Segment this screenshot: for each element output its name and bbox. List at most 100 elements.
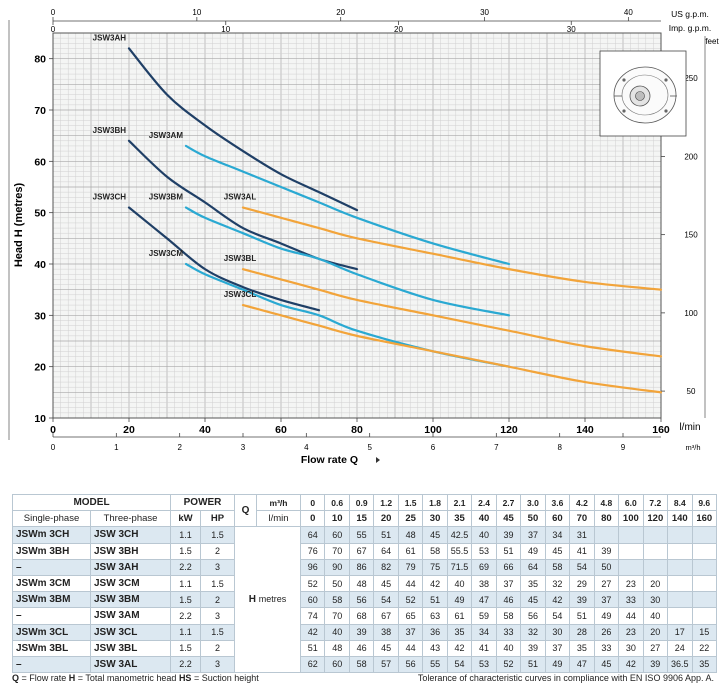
feet-tick-label: 250 [684, 74, 698, 83]
y-axis-metres: 10 20 30 40 50 60 70 80 [8, 20, 53, 440]
curve-jsw3ah [127, 47, 359, 212]
x-tick-label: 160 [652, 424, 670, 436]
us-gpm-axis: 0 10 20 30 40 [51, 8, 633, 21]
y-tick-label: 30 [34, 310, 46, 322]
imp-gpm-tick-label: 0 [51, 25, 56, 34]
pump-impeller-image [599, 50, 687, 137]
us-gpm-tick-label: 40 [624, 8, 633, 17]
table-body: JSWm 3CH JSW 3CH 1.1 1.5 H metres 64 60 55 51 48 4… [12, 526, 717, 674]
imp-gpm-tick-label: 30 [567, 25, 576, 34]
curve-jsw3bm [184, 206, 511, 317]
feet-tick-label: 150 [684, 231, 698, 240]
curve-label: JSW3CM [149, 249, 184, 258]
x-tick-label: 20 [123, 424, 135, 436]
x-axis-arrow-icon [376, 457, 380, 463]
performance-table: MODEL POWER Q m³/h 0 0.6 0.9 1.2 1.5 1.8… [11, 493, 717, 674]
x-axis-lpm: 0 20 40 60 80 100 120 140 160 [50, 418, 670, 436]
m3h-tick-label: 2 [177, 443, 182, 452]
us-gpm-tick-label: 10 [192, 8, 201, 17]
m3h-tick-label: 4 [304, 443, 309, 452]
x-axis-m3h: 0 1 2 3 4 5 6 7 8 9 [51, 433, 626, 452]
feet-tick-label: 50 [687, 387, 696, 396]
pump-performance-chart: 0 10 20 30 40 0 10 20 30 US g.p.m. Imp. g.p.m. … [8, 8, 719, 466]
y-tick-label: 60 [34, 156, 46, 168]
table-row: JSWm 3CH JSW 3CH 1.1 1.5 H metres 64 60 55 51 48 4… [12, 526, 717, 674]
curve-jsw3ch [127, 206, 321, 312]
model-header: MODEL [11, 493, 172, 512]
us-gpm-tick-label: 0 [51, 8, 56, 17]
x-tick-label: 100 [424, 424, 442, 436]
table-header-row-1: MODEL POWER Q m³/h 0 0.6 0.9 1.2 1.5 1.8… [11, 493, 717, 528]
y-tick-label: 50 [34, 208, 46, 220]
y-tick-label: 40 [34, 259, 46, 271]
table-row: JSWm 3CL JSW 3CL 1.1 1.5 42 40 39 38 37 36 35 34 33 3… [12, 623, 717, 641]
table-header-row-2: Single-phase Three-phase kW HP l/min 0 1… [12, 510, 717, 528]
pump-curves: JSW3AH JSW3BH JSW3CH JSW3AM JSW3BM JSW3CM JSW3… [93, 33, 663, 394]
x-tick-label: 120 [500, 424, 518, 436]
m3h-tick-label: 6 [431, 443, 436, 452]
footer-legend: Q = Flow rate H = Total manometric head … [12, 673, 259, 683]
curve-label: JSW3BL [224, 254, 257, 263]
imp-gpm-tick-label: 10 [221, 25, 230, 34]
table-row: JSWm 3BL JSW 3BL 1.5 2 51 48 46 45 44 43 42 41 40 39 3… [12, 639, 717, 657]
curve-label: JSW3CL [224, 290, 257, 299]
kw-header: kW [170, 510, 202, 528]
m3h-tick-label: 3 [241, 443, 246, 452]
curve-label: JSW3AM [149, 131, 184, 140]
feet-unit-label: feet [705, 37, 719, 46]
us-gpm-tick-label: 30 [480, 8, 489, 17]
lpm-unit-label: l/min [679, 422, 700, 433]
x-tick-label: 80 [351, 424, 363, 436]
performance-table-wrap: MODEL POWER Q m³/h 0 0.6 0.9 1.2 1.5 1.8… [11, 493, 717, 674]
x-tick-label: 140 [576, 424, 594, 436]
lmin-unit: l/min [256, 510, 302, 528]
table-row: – JSW 3AL 2.2 3 62 60 58 57 56 55 54 53 52 51 49 47 45 42… [12, 655, 717, 674]
y-tick-label: 70 [34, 105, 46, 117]
power-header: POWER [170, 493, 236, 512]
x-axis-label: Flow rate Q [301, 454, 358, 466]
single-phase-header: Single-phase [12, 510, 91, 528]
top-axes: 0 10 20 30 40 0 10 20 30 US g.p.m. Imp. g.p.m. [51, 8, 711, 34]
curve-label: JSW3AH [93, 33, 127, 42]
table-row: – JSW 3AH 2.2 3 96 90 86 82 79 75 71.5 69 66 64 58 54 50 [12, 558, 717, 576]
feet-tick-label: 100 [684, 309, 698, 318]
curve-label: JSW3BM [149, 193, 184, 202]
x-tick-label: 40 [199, 424, 211, 436]
y-axis-feet: 50 100 150 200 250 [661, 36, 706, 418]
hp-header: HP [200, 510, 236, 528]
x-tick-label: 0 [50, 424, 56, 436]
table-row: JSWm 3BM JSW 3BM 1.5 2 60 58 56 54 52 51 49 47 46 45 4… [12, 591, 717, 609]
curve-label: JSW3AL [224, 193, 257, 202]
m3h-tick-label: 8 [557, 443, 562, 452]
us-gpm-tick-label: 20 [336, 8, 345, 17]
imp-gpm-axis: 0 10 20 30 [51, 21, 576, 34]
curve-label: JSW3BH [93, 126, 127, 135]
grid-lines [53, 33, 661, 418]
x-tick-label: 60 [275, 424, 287, 436]
y-axis-label: Head H (metres) [13, 182, 25, 267]
curve-jsw3al [241, 206, 663, 291]
m3h-tick-label: 5 [367, 443, 372, 452]
imp-gpm-tick-label: 20 [394, 25, 403, 34]
us-gpm-label: US g.p.m. [671, 9, 709, 19]
table-row: JSWm 3BH JSW 3BH 1.5 2 76 70 67 64 61 58 55.5 53 51 4… [12, 542, 717, 560]
y-tick-label: 10 [34, 413, 46, 425]
m3h-tick-label: 1 [114, 443, 119, 452]
h-metres-label: H metres [234, 526, 302, 674]
m3h-unit: m³/h [256, 493, 302, 512]
feet-tick-label: 200 [684, 152, 698, 161]
table-row: – JSW 3AM 2.2 3 74 70 68 67 65 63 61 59 58 56 54 51 49 44… [12, 607, 717, 625]
q-symbol: Q [234, 493, 258, 528]
three-phase-header: Three-phase [89, 510, 172, 528]
curve-jsw3am [184, 144, 511, 266]
y-tick-label: 20 [34, 362, 46, 374]
curve-jsw3cl [241, 303, 663, 394]
table-row: JSWm 3CM JSW 3CM 1.1 1.5 52 50 48 45 44 42 40 38 37 3… [12, 574, 717, 593]
m3h-tick-label: 7 [494, 443, 499, 452]
m3h-unit-label: m³/h [686, 443, 701, 452]
footer-tolerance: Tolerance of characteristic curves in co… [417, 673, 714, 683]
curve-jsw3bl [241, 268, 663, 358]
curve-label: JSW3CH [93, 193, 127, 202]
y-tick-label: 80 [34, 54, 46, 66]
imp-gpm-label: Imp. g.p.m. [669, 23, 712, 33]
